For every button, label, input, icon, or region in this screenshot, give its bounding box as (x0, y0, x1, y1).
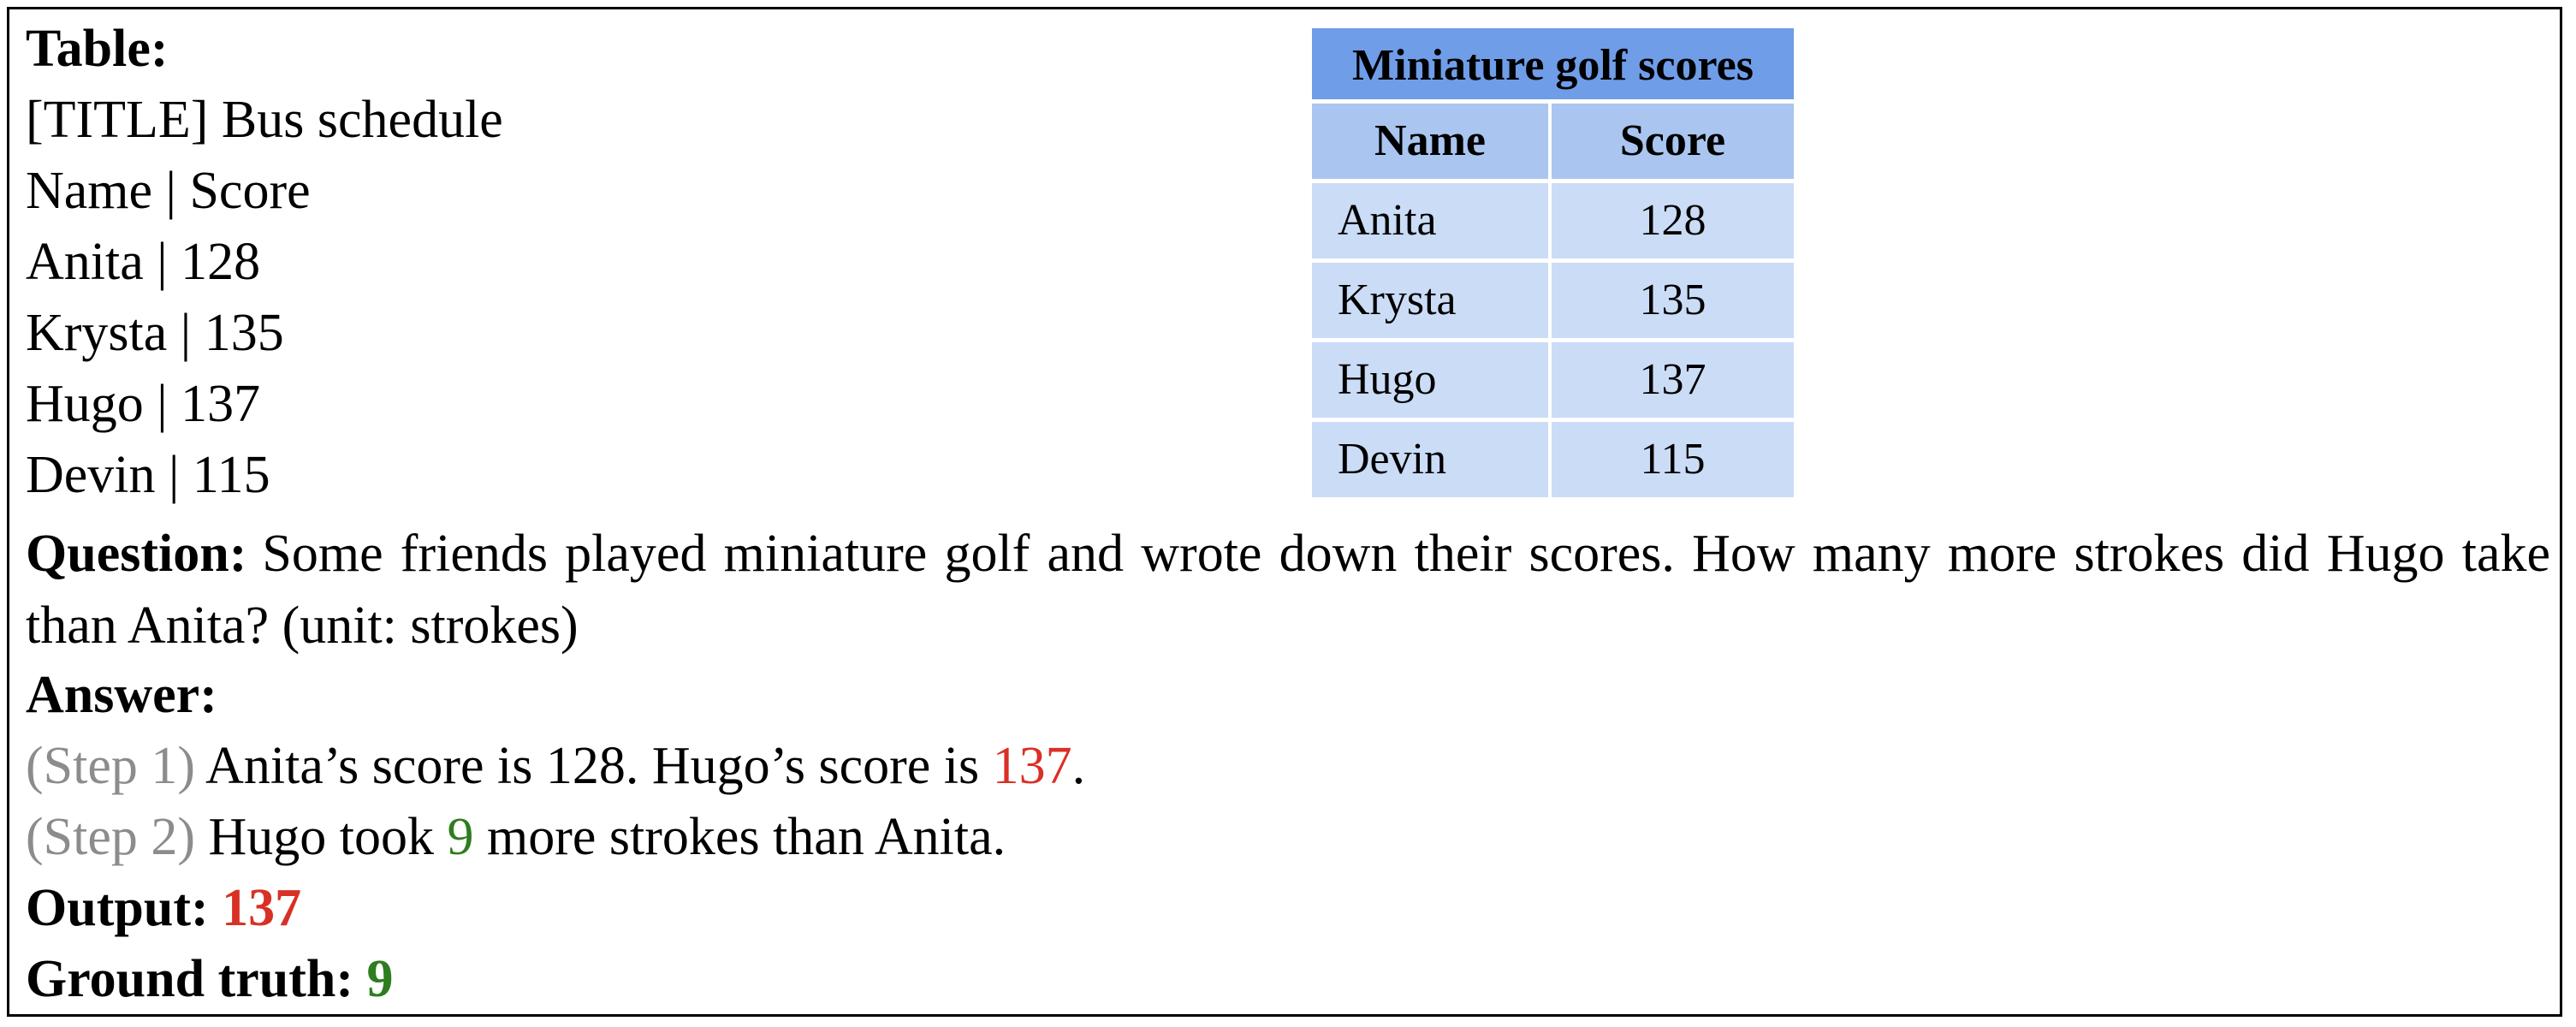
step-text: Anita’s score is 128. Hugo’s score is (195, 737, 993, 795)
table-row-line: Anita | 128 (26, 233, 261, 291)
ground-truth-label: Ground truth: (26, 950, 367, 1008)
table-row: Krysta 135 (1312, 263, 1794, 342)
step-highlight: 9 (447, 808, 474, 866)
table-row-line: Hugo | 137 (26, 375, 261, 433)
name-cell: Krysta (1312, 263, 1552, 338)
column-header-score: Score (1619, 116, 1726, 165)
question-label: Question: (26, 525, 247, 583)
column-header-name: Name (1312, 104, 1552, 179)
step-prefix: (Step 2) (26, 808, 196, 866)
name-cell: Anita (1312, 183, 1552, 258)
table-label: Table: (26, 20, 169, 78)
question-block: Question: Some friends played miniature g… (26, 518, 2550, 662)
table-title-line: [TITLE] Bus schedule (26, 91, 503, 149)
step-text-end: more strokes than Anita. (473, 808, 1006, 866)
answer-step: (Step 1) Anita’s score is 128. Hugo’s sc… (26, 731, 1085, 802)
question-text: Some friends played miniature golf and w… (26, 525, 2550, 655)
score-cell: 128 (1639, 196, 1706, 245)
table-row-line: Krysta | 135 (26, 304, 284, 362)
score-cell: 115 (1640, 435, 1706, 484)
table-caption: Miniature golf scores (1312, 28, 1794, 104)
table-row: Devin 115 (1312, 422, 1794, 497)
table-row: Anita 128 (1312, 183, 1794, 263)
answer-label: Answer: (26, 666, 217, 724)
ground-truth-value: 9 (366, 950, 394, 1008)
output-line: Output: 137 (26, 873, 301, 944)
content-frame (7, 7, 2562, 1017)
step-text: Hugo took (195, 808, 448, 866)
score-cell: 135 (1639, 276, 1706, 324)
output-label: Output: (26, 879, 223, 937)
table-header-row: Name Score (1312, 104, 1794, 183)
step-prefix: (Step 1) (26, 737, 196, 795)
output-value: 137 (222, 879, 302, 937)
table-header-line: Name | Score (26, 162, 311, 220)
name-cell: Hugo (1312, 342, 1552, 418)
answer-step: (Step 2) Hugo took 9 more strokes than A… (26, 802, 1006, 873)
step-highlight: 137 (992, 737, 1072, 795)
name-cell: Devin (1312, 422, 1552, 497)
step-text-end: . (1071, 737, 1086, 795)
table-row: Hugo 137 (1312, 342, 1794, 422)
table-row-line: Devin | 115 (26, 446, 270, 504)
ground-truth-line: Ground truth: 9 (26, 944, 394, 1015)
score-cell: 137 (1639, 355, 1706, 404)
